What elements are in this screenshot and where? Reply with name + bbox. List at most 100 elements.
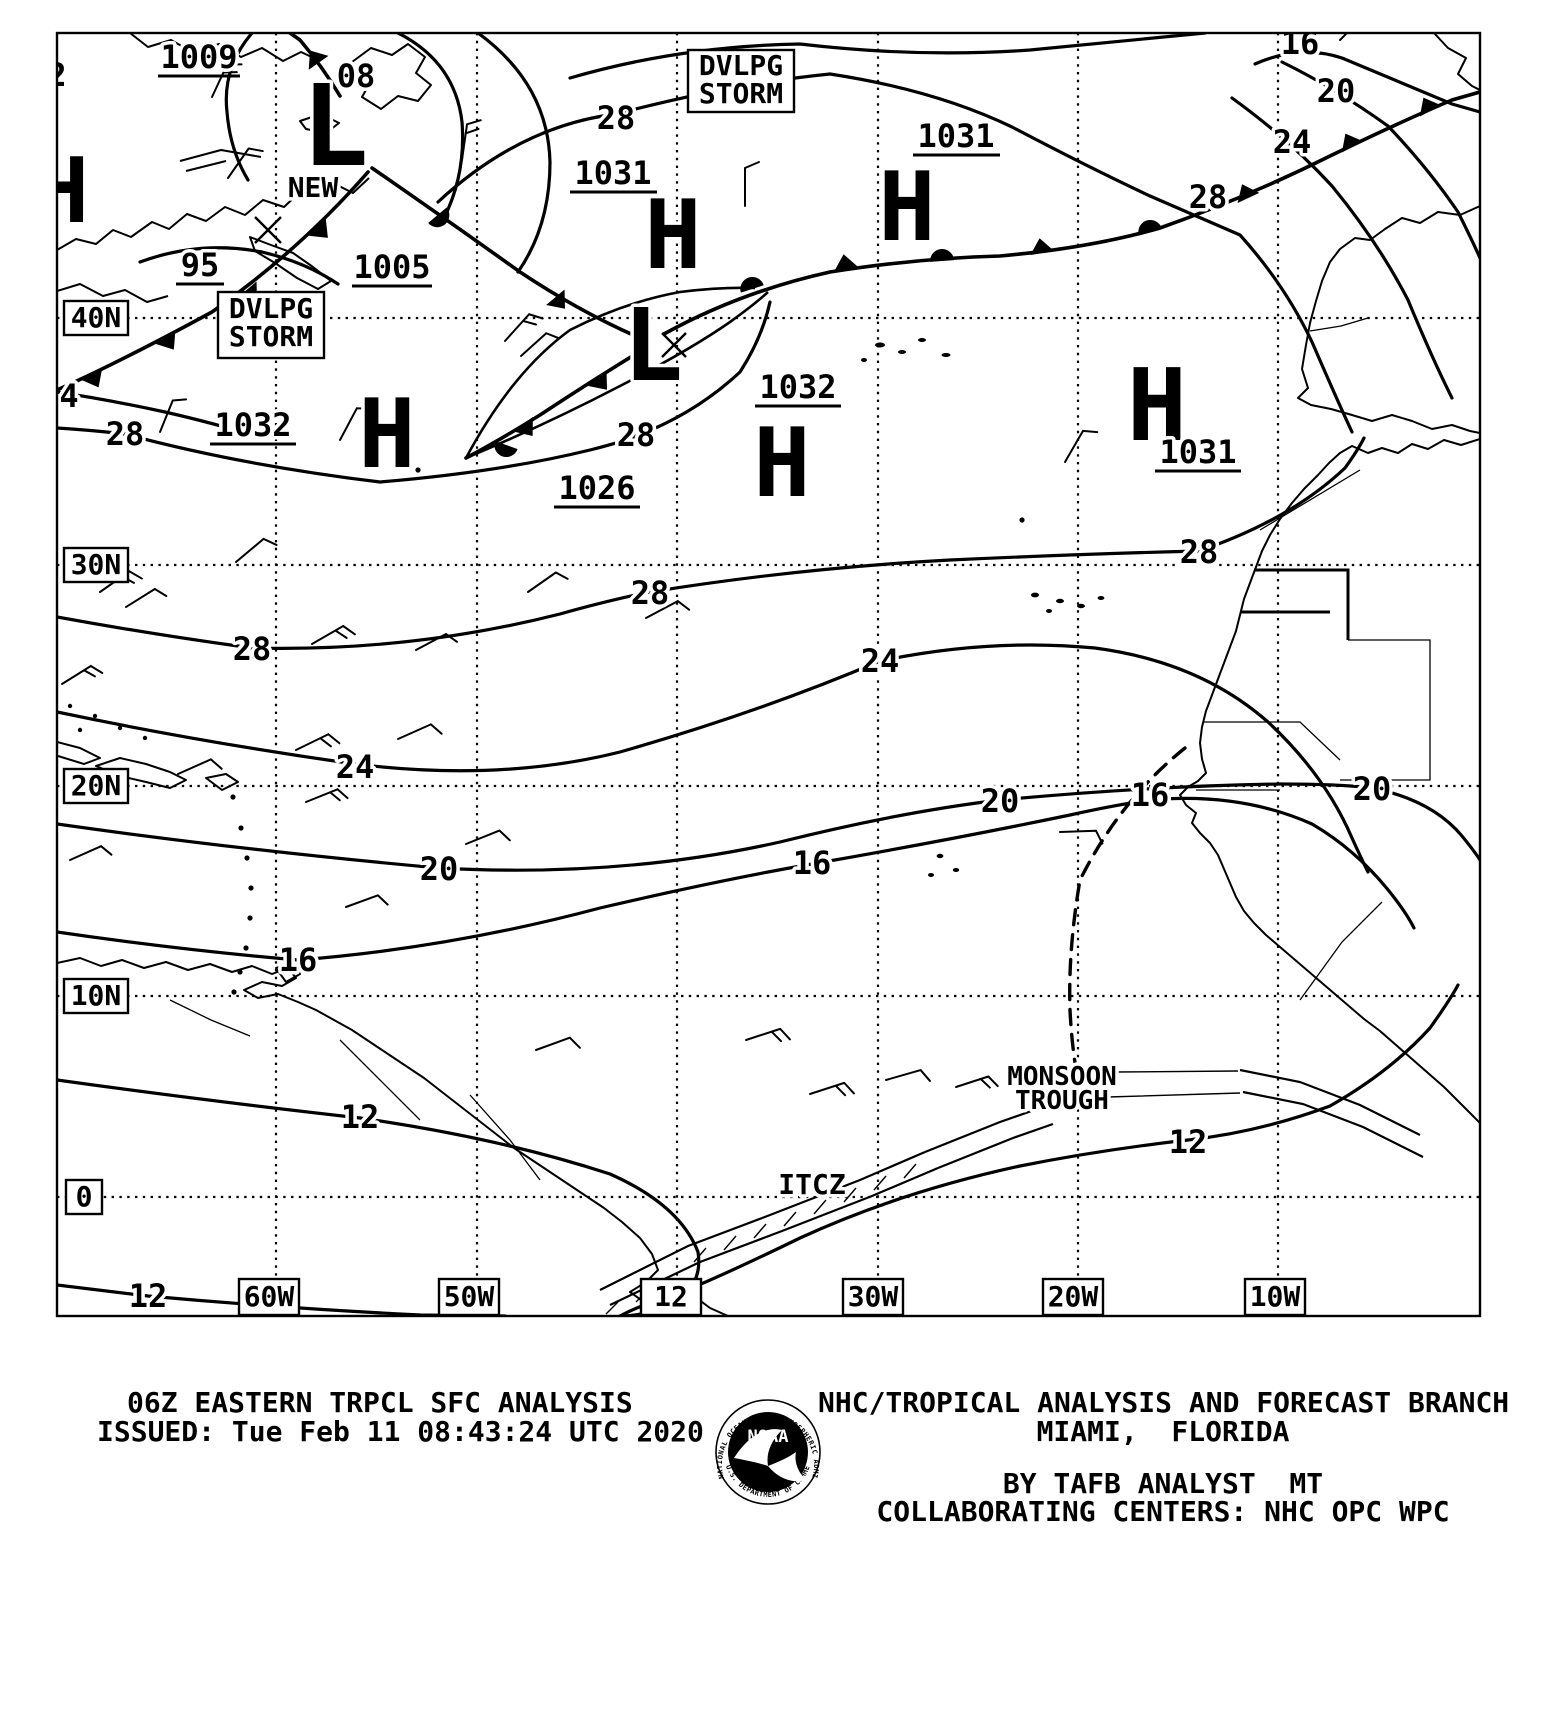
lon-label: 20W <box>1048 1280 1099 1313</box>
wind-barb <box>61 664 104 685</box>
wind-barb <box>1064 429 1099 463</box>
lat-box-10n <box>62 977 130 1015</box>
occluded-front-low1-low2 <box>370 166 642 340</box>
dvlpg-storm-box <box>686 48 796 114</box>
lesser-antilles-islands <box>230 794 254 995</box>
wind-barb <box>809 1081 855 1097</box>
lat-box-0 <box>64 1178 104 1216</box>
lon-box-10w <box>1243 1277 1307 1316</box>
high-symbol-edge: H <box>35 139 89 244</box>
wind-barb <box>125 587 168 608</box>
wind-barb <box>465 829 511 845</box>
pressure-value: 95 <box>181 246 220 284</box>
coast-cuba-edge <box>57 741 101 765</box>
azores-islands <box>861 338 951 362</box>
isotherm-label-24: 24 <box>336 748 375 786</box>
isoline-16-ne <box>1253 50 1480 114</box>
edge-fragment: 4 <box>59 377 78 415</box>
new-label: NEW <box>288 171 339 204</box>
isotherm-label-28: 28 <box>233 630 272 668</box>
dvlpg-storm-text: STORM <box>699 77 783 110</box>
cold-front-triangle <box>834 254 858 272</box>
dvlpg-storm-box <box>216 290 326 360</box>
lon-label: 10W <box>1250 1280 1301 1313</box>
lat-axis: 40N 30N 20N 10N 0 <box>62 299 130 1216</box>
dvlpg-storm-text: DVLPG <box>699 49 783 82</box>
lon-axis: 60W 50W 12 30W 20W 10W <box>237 1277 1307 1316</box>
wind-barb <box>415 633 458 651</box>
wind-barb <box>339 407 373 441</box>
monsoon-trough-label: TROUGH <box>1015 1086 1109 1116</box>
isotherm-label-16: 16 <box>279 941 318 979</box>
isoline-28-west <box>57 300 772 484</box>
border-mauritania <box>1196 469 1431 1001</box>
border-w-sahara <box>1240 568 1350 640</box>
isoline-24-stub <box>57 390 230 430</box>
high-symbol: H <box>1127 347 1187 464</box>
cold-front-triangle <box>80 368 103 388</box>
itcz-monsoon <box>599 746 1424 1315</box>
pressure-value: 1031 <box>574 154 651 192</box>
lon-box-40w-overprinted-12 <box>639 1277 703 1316</box>
isoline-24-mid <box>57 643 1370 874</box>
monsoon-trough-label: MONSOON <box>1007 1062 1117 1092</box>
noaa-gull-body-icon <box>768 1452 806 1482</box>
wind-barb <box>311 625 356 645</box>
isoline-12-southwest <box>57 1283 507 1316</box>
isoline-24-ne <box>1230 96 1454 400</box>
isotherm-label-20: 20 <box>1317 72 1356 110</box>
cold-front-triangle <box>155 330 176 350</box>
collaborating-line: COLLABORATING CENTERS: NHC OPC WPC <box>876 1495 1449 1528</box>
cold-front-triangle <box>1419 97 1442 117</box>
itcz-band-lower <box>609 1166 939 1306</box>
high-symbol: H <box>644 181 701 291</box>
noaa-logo-arc-bottom: U.S. DEPARTMENT OF COMMERCE <box>0 0 833 1499</box>
isotherm-label-16: 16 <box>1131 776 1170 814</box>
front-north-stub <box>288 33 342 98</box>
analysis-title: 06Z EASTERN TRPCL SFC ANALYSIS <box>127 1386 633 1419</box>
river-tagus <box>1309 317 1369 332</box>
river-orinoco <box>169 999 541 1181</box>
wind-barb <box>305 788 349 803</box>
issued-line: ISSUED: Tue Feb 11 08:43:24 UTC 2020 <box>97 1415 704 1448</box>
isoline-top <box>568 33 1207 80</box>
warm-front-semicircle <box>428 207 450 228</box>
trough-x-mark <box>661 332 687 358</box>
graticule <box>57 33 1480 1316</box>
low-symbol: L <box>623 287 683 404</box>
annotations: DVLPG STORM DVLPG STORM NEW ITCZ MONSOON… <box>216 48 1120 1205</box>
wind-barb <box>69 845 113 861</box>
wind-barb <box>235 537 278 563</box>
cold-front-wave <box>464 348 644 460</box>
pressure-value: 1031 <box>1159 433 1236 471</box>
map-area: L H H H H H L H 1009 95 1005 1031 1031 1… <box>35 33 1480 1316</box>
bahamas-islands <box>67 703 148 741</box>
lat-box-30n <box>62 546 130 584</box>
lon-label: 30W <box>848 1280 899 1313</box>
isobar-low-1 <box>396 33 465 220</box>
monsoon-trough-line <box>1239 1068 1424 1158</box>
high-symbol: H <box>358 380 415 490</box>
warm-front-semicircle <box>1138 219 1162 236</box>
lon-label: 60W <box>244 1280 295 1313</box>
coast-newfoundland <box>351 43 432 110</box>
coast-st-lawrence <box>179 149 262 172</box>
itcz-band-upper <box>599 1150 926 1291</box>
madeira-island <box>1019 517 1025 523</box>
isotherm-label-20: 20 <box>420 850 459 888</box>
lat-label: 40N <box>71 301 122 334</box>
warm-front-semicircle <box>930 249 955 262</box>
branch-title: NHC/TROPICAL ANALYSIS AND FORECAST BRANC… <box>818 1386 1509 1419</box>
lon-box-30w <box>841 1277 905 1316</box>
isotherm-label-28: 28 <box>631 574 670 612</box>
warm-sector-lower <box>465 291 769 460</box>
low-symbol: L <box>301 62 368 192</box>
lon-label: 50W <box>444 1280 495 1313</box>
wind-barb <box>295 733 341 751</box>
wind-barb <box>955 1075 999 1089</box>
isobar-storm <box>138 246 340 286</box>
wind-barb <box>1339 33 1375 41</box>
isoline-20-ne <box>1280 60 1480 260</box>
lat-label: 20N <box>71 769 122 802</box>
